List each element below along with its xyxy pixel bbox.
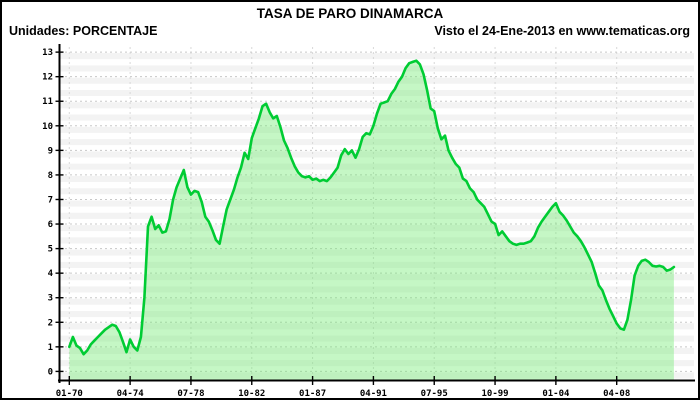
plot-background-stripe: [60, 59, 694, 66]
plot-background-stripe: [60, 169, 694, 176]
plot-background-stripe: [60, 317, 694, 324]
x-tick-label: 04-91: [360, 389, 387, 399]
chart-title: TASA DE PARO DINAMARCA: [256, 6, 444, 21]
x-tick-label: 10-99: [482, 389, 509, 399]
units-label: Unidades: PORCENTAJE: [9, 24, 158, 38]
unemployment-line: [68, 59, 676, 356]
plot-background-stripe: [60, 175, 694, 183]
plot-background-stripe: [60, 206, 694, 213]
y-tick-label: 7: [48, 195, 53, 205]
y-tick-label: 2: [48, 318, 53, 328]
y-tick-label: 9: [48, 146, 53, 156]
y-tick-label: 1: [48, 343, 53, 353]
y-tick-label: 13: [42, 48, 53, 58]
plot-background-stripe: [60, 151, 694, 158]
y-tick-label: 11: [42, 97, 53, 107]
y-tick-label: 3: [48, 294, 53, 304]
plot-background-stripe: [60, 261, 694, 269]
plot-background-stripe: [60, 65, 694, 72]
plot-background-stripe: [60, 139, 694, 146]
plot-background-stripe: [60, 329, 694, 336]
plot-background-stripe: [60, 96, 694, 103]
plot-background-stripe: [60, 378, 694, 380]
plot-background-stripe: [60, 77, 694, 84]
plot-background-stripe: [60, 280, 694, 287]
plot-background-stripe: [60, 268, 694, 275]
plot-background-stripe: [60, 354, 694, 361]
x-tick-label: 01-70: [56, 389, 83, 399]
plot-background-stripe: [60, 120, 694, 127]
plot-background-stripe: [60, 126, 694, 133]
plot-background-stripe: [60, 71, 694, 78]
plot-background-stripe: [60, 218, 694, 226]
plot-background-stripe: [60, 89, 694, 97]
x-tick-label: 01-87: [299, 389, 326, 399]
plot-background-stripe: [60, 102, 694, 109]
plot-background-stripe: [60, 372, 694, 379]
plot-background-stripe: [60, 212, 694, 219]
y-tick-label: 4: [48, 269, 54, 279]
plot-background-stripe: [60, 132, 694, 140]
plot-background-stripe: [60, 274, 694, 281]
plot-background-stripe: [60, 47, 694, 54]
plot-background-stripe: [60, 182, 694, 189]
plot-background-stripe: [60, 366, 694, 373]
plot-background-stripe: [60, 304, 694, 312]
y-tick-label: 10: [42, 122, 53, 132]
plot-background-stripe: [60, 311, 694, 318]
plot-background-stripe: [60, 225, 694, 232]
plot-background-stripe: [60, 83, 694, 90]
visited-label: Visto el 24-Ene-2013 en www.tematicas.or…: [434, 24, 690, 38]
plot-background-stripe: [60, 163, 694, 170]
x-tick-label: 04-74: [117, 389, 145, 399]
y-tick-label: 12: [42, 73, 53, 83]
plot-background-stripe: [60, 347, 694, 354]
plot-background-stripe: [60, 200, 694, 207]
plot-background-stripe: [60, 231, 694, 238]
plot-background-stripe: [60, 360, 694, 367]
plot-background-stripe: [60, 243, 694, 250]
y-tick-label: 6: [48, 220, 53, 230]
plot-background-stripe: [60, 341, 694, 348]
x-tick-label: 04-08: [603, 389, 630, 399]
plot-background-stripe: [60, 53, 694, 60]
plot-background-stripe: [60, 249, 694, 256]
plot-background-stripe: [60, 323, 694, 330]
plot-background-stripe: [60, 237, 694, 244]
plot-background-stripe: [60, 255, 694, 262]
plot-background-stripe: [60, 145, 694, 152]
y-tick-label: 5: [48, 245, 53, 255]
unemployment-area-fill: [69, 60, 674, 380]
plot-background-stripe: [60, 188, 694, 195]
y-tick-label: 8: [48, 171, 53, 181]
plot-background-stripe: [60, 335, 694, 342]
y-tick-label: 0: [48, 367, 53, 377]
plot-background-stripe: [60, 292, 694, 299]
x-tick-label: 07-78: [177, 389, 204, 399]
plot-background-stripe: [60, 194, 694, 201]
x-tick-label: 10-82: [238, 389, 265, 399]
x-tick-label: 07-95: [421, 389, 448, 399]
plot-background-stripe: [60, 286, 694, 293]
plot-background-stripe: [60, 157, 694, 164]
plot-background-stripe: [60, 298, 694, 305]
x-tick-label: 01-04: [542, 389, 570, 399]
